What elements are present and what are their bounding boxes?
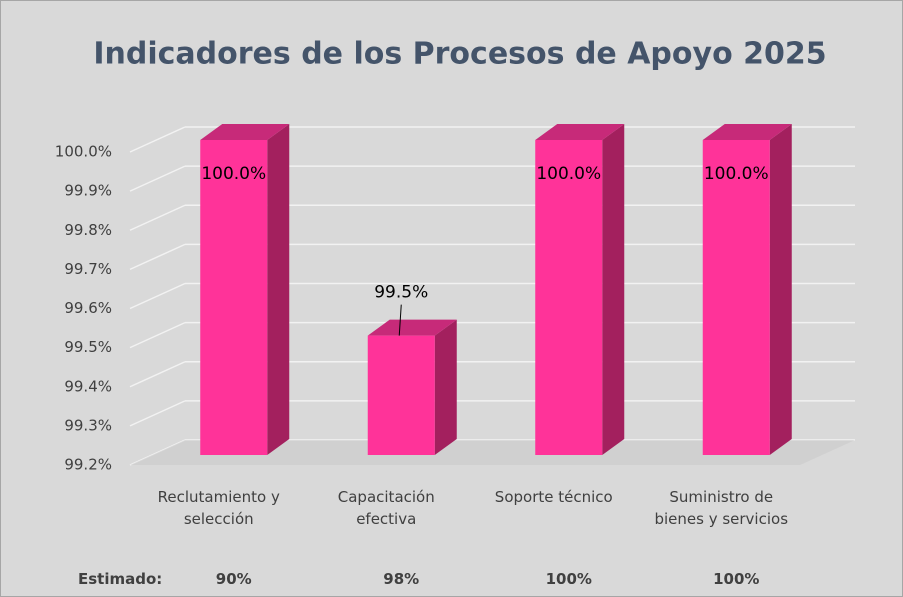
bar <box>535 140 603 455</box>
y-tick-label: 99.3% <box>64 416 112 434</box>
x-tick-label: Soporte técnico <box>494 488 613 506</box>
y-tick-label: 99.9% <box>64 182 112 200</box>
grid-line-side <box>129 126 186 153</box>
bar-top <box>702 124 792 140</box>
floor <box>130 440 855 465</box>
grid-line-side <box>129 321 186 349</box>
y-tick-label: 99.6% <box>64 299 112 317</box>
grid-line-side <box>129 400 186 427</box>
x-tick-label: Capacitación efectiva <box>337 488 435 528</box>
y-tick-label: 99.5% <box>64 338 112 356</box>
bar <box>702 140 770 455</box>
footer-value: 100% <box>545 570 592 588</box>
data-label: 99.5% <box>374 283 428 303</box>
footer-value: 98% <box>383 570 420 588</box>
bar-top <box>535 124 625 140</box>
y-tick-label: 99.4% <box>64 377 112 395</box>
data-label: 100.0% <box>201 164 266 184</box>
footer-value: 90% <box>215 570 252 588</box>
bar-top <box>200 124 290 140</box>
grid-line-side <box>129 361 186 388</box>
grid-line-side <box>129 204 186 231</box>
x-tick-label: Reclutamiento y selección <box>157 488 280 528</box>
y-tick-label: 99.8% <box>64 221 112 239</box>
y-tick-label: 100.0% <box>55 143 112 161</box>
bar-top <box>367 319 457 336</box>
grid-line-side <box>129 165 186 192</box>
bar-side <box>434 319 457 455</box>
bar-side <box>602 124 625 455</box>
x-tick-label: Suministro de bienes y servicios <box>654 488 789 528</box>
bar <box>200 140 268 455</box>
grid-line-side <box>129 243 186 271</box>
footer-value: 100% <box>713 570 760 588</box>
y-tick-label: 99.7% <box>64 260 112 278</box>
bar <box>367 335 435 455</box>
data-label: 100.0% <box>704 164 769 184</box>
bar-side <box>267 124 290 455</box>
leader-line <box>398 304 402 336</box>
footer-label: Estimado: <box>78 570 163 588</box>
data-label: 100.0% <box>536 164 601 184</box>
grid-line-side <box>129 282 186 310</box>
bar-side <box>769 124 792 455</box>
y-tick-label: 99.2% <box>64 456 112 474</box>
chart-title: Indicadores de los Procesos de Apoyo 202… <box>93 37 826 72</box>
